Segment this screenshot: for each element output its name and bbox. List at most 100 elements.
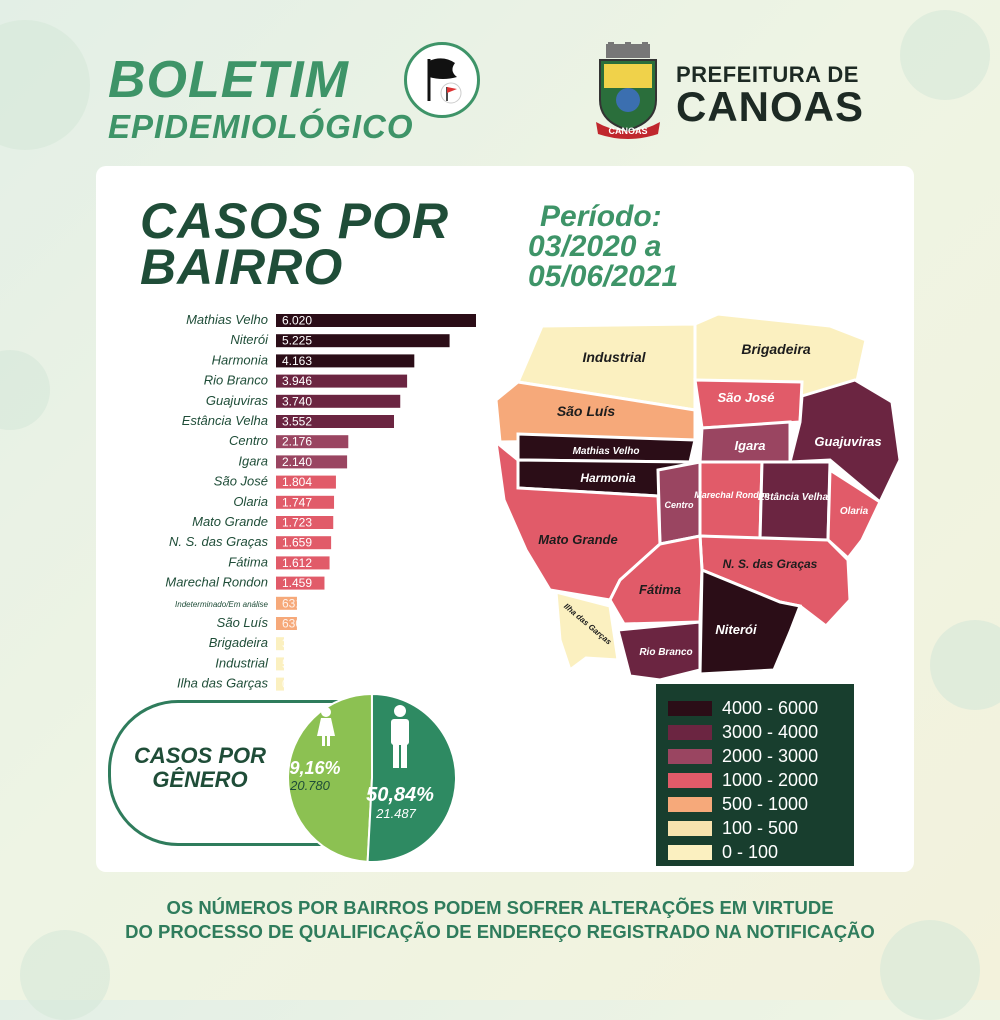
bar-category-label: Ilha das Garças bbox=[177, 676, 269, 691]
bar bbox=[276, 334, 450, 348]
footer-note-line1: OS NÚMEROS POR BAIRROS PODEM SOFRER ALTE… bbox=[166, 897, 834, 918]
bar bbox=[276, 394, 401, 408]
bar-category-label: Centro bbox=[229, 433, 268, 448]
bar-value-label: 1.723 bbox=[282, 516, 312, 530]
map-region-label: Mato Grande bbox=[538, 532, 617, 547]
bar-category-label: São José bbox=[214, 474, 268, 489]
neighborhood-map: Industrial Brigadeira São Luís São José Math… bbox=[493, 312, 902, 682]
organization-name: PREFEITURA DE CANOAS bbox=[676, 64, 864, 128]
bar-value-label: 630 bbox=[282, 617, 302, 631]
legend-swatch bbox=[668, 749, 712, 764]
map-region-niteroi bbox=[698, 567, 803, 676]
background-virus-decoration bbox=[930, 620, 1000, 710]
map-region-olaria bbox=[826, 467, 882, 561]
map-region-label: Mathias Velho bbox=[573, 446, 640, 457]
bar-value-label: 5.225 bbox=[282, 334, 312, 348]
map-region-label: Harmonia bbox=[580, 471, 636, 485]
bar-category-label: Harmonia bbox=[212, 352, 268, 367]
bar-value-label: 4.163 bbox=[282, 354, 312, 368]
legend-label: 3000 - 4000 bbox=[722, 722, 819, 742]
bar-category-label: Igara bbox=[238, 453, 268, 468]
background-virus-decoration bbox=[0, 350, 50, 430]
map-region-label: N. S. das Graças bbox=[723, 557, 818, 571]
bar-category-label: Indeterminado/Em análise bbox=[175, 600, 268, 609]
background-virus-decoration bbox=[0, 20, 90, 150]
legend-label: 500 - 1000 bbox=[722, 794, 809, 814]
map-region-label: Marechal Rondon bbox=[694, 490, 770, 500]
bar bbox=[276, 354, 415, 368]
map-region-label: Estância Velha bbox=[758, 492, 829, 503]
male-icon bbox=[391, 705, 409, 768]
map-region-ilha-das-garcas bbox=[554, 590, 620, 673]
map-region-label: Olaria bbox=[840, 506, 869, 517]
bar bbox=[276, 637, 284, 651]
bar-category-label: Mathias Velho bbox=[186, 312, 268, 327]
map-region-label: Igara bbox=[734, 438, 765, 453]
bar-category-label: Guajuviras bbox=[206, 393, 269, 408]
legend-swatch bbox=[668, 725, 712, 740]
map-region-rio-branco bbox=[616, 620, 702, 682]
legend-swatch bbox=[668, 797, 712, 812]
map-legend: 4000 - 6000 3000 - 4000 2000 - 3000 1000 - … bbox=[656, 684, 854, 866]
bar-value-label: 1.612 bbox=[282, 556, 312, 570]
bar-value-label: 1.804 bbox=[282, 475, 312, 489]
pie-slice-count-label: 20.780 bbox=[289, 778, 331, 793]
map-region-marechal-rondon bbox=[698, 460, 764, 542]
legend-swatch bbox=[668, 701, 712, 716]
map-labels: Industrial Brigadeira São Luís São José Math… bbox=[538, 341, 881, 658]
bar bbox=[276, 677, 284, 691]
map-region-label: São José bbox=[717, 390, 774, 405]
map-region-label: Fátima bbox=[639, 582, 681, 597]
bar-value-label: 5 bbox=[282, 657, 289, 671]
bar-category-label: Estância Velha bbox=[182, 413, 268, 428]
bar-category-label: Brigadeira bbox=[209, 635, 268, 650]
bar-category-label: Rio Branco bbox=[204, 373, 268, 388]
section-title-line2: BAIRRO bbox=[140, 239, 344, 295]
map-region-label: Guajuviras bbox=[814, 434, 881, 449]
bar bbox=[276, 596, 297, 610]
map-region-label: Brigadeira bbox=[741, 341, 810, 357]
organization-name-line1: PREFEITURA DE bbox=[676, 62, 859, 87]
organization-name-line2: CANOAS bbox=[676, 83, 865, 130]
bar-value-label: 0 bbox=[282, 677, 289, 691]
background-virus-decoration bbox=[900, 10, 990, 100]
bar-category-label: São Luís bbox=[217, 615, 269, 630]
bar-value-label: 3.946 bbox=[282, 374, 312, 388]
bar-category-label: Industrial bbox=[215, 655, 269, 670]
map-region-label: Niterói bbox=[715, 622, 757, 637]
bar-value-label: 1.747 bbox=[282, 495, 312, 509]
pie-slice-count-label: 21.487 bbox=[375, 806, 417, 821]
map-region-label: São Luís bbox=[557, 403, 616, 419]
bar bbox=[276, 516, 334, 529]
crest-text: CANOAS bbox=[608, 126, 647, 136]
section-title-line1: CASOS POR bbox=[140, 193, 450, 249]
bar-value-label: 1.459 bbox=[282, 576, 312, 590]
period-line2: 03/2020 a bbox=[528, 230, 662, 263]
flag-icon bbox=[404, 42, 480, 118]
bar bbox=[276, 314, 476, 327]
footer-note: OS NÚMEROS POR BAIRROS PODEM SOFRER ALTE… bbox=[0, 896, 1000, 944]
canoas-crest-logo: CANOAS bbox=[592, 42, 664, 140]
bar bbox=[276, 415, 395, 428]
bulletin-title: BOLETIM EPIDEMIOLÓGICO bbox=[108, 54, 414, 143]
bar bbox=[276, 657, 284, 671]
legend-label: 2000 - 3000 bbox=[722, 746, 819, 766]
bar-value-label: 6.020 bbox=[282, 314, 312, 328]
bar bbox=[276, 455, 348, 469]
pie-slice bbox=[366, 692, 457, 863]
legend-label: 0 - 100 bbox=[722, 842, 779, 862]
pie-slice-percent-label: 49,16% bbox=[282, 758, 341, 778]
pie-slice bbox=[287, 692, 374, 863]
bar bbox=[276, 495, 335, 509]
bar bbox=[276, 374, 408, 388]
legend-swatch bbox=[668, 845, 712, 860]
bar bbox=[276, 576, 325, 590]
period-label: Período: 03/2020 a 05/06/2021 bbox=[528, 202, 678, 292]
period-line1: Período: bbox=[540, 200, 662, 233]
bar-value-label: 3.552 bbox=[282, 415, 312, 429]
gender-title: CASOS POR GÊNERO bbox=[133, 743, 267, 792]
bar bbox=[276, 475, 336, 489]
map-region-label: Rio Branco bbox=[639, 647, 692, 658]
section-title: CASOS POR BAIRRO bbox=[140, 193, 450, 295]
pie-slice-percent-label: 50,84% bbox=[366, 784, 434, 806]
